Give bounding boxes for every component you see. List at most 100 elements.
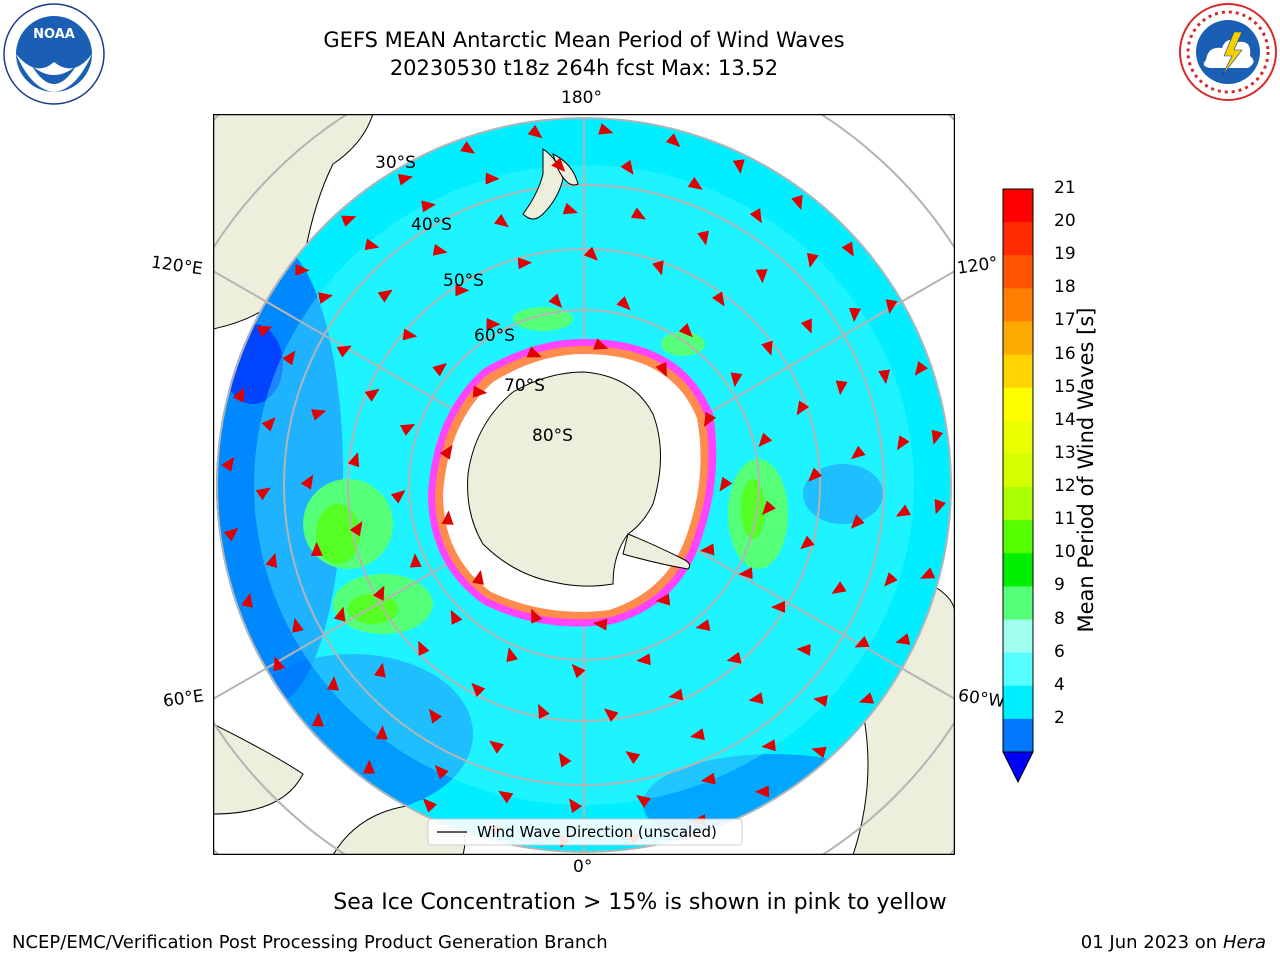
- wind-wave-arrow: [791, 194, 803, 211]
- wind-wave-arrow: [726, 651, 742, 664]
- legend-label: Wind Wave Direction (unscaled): [477, 823, 717, 841]
- wind-wave-arrow: [364, 388, 380, 402]
- wind-wave-arrow: [450, 609, 463, 626]
- colorbar-tick-label: 12: [1054, 476, 1076, 497]
- colorbar-extend-arrow: [1002, 751, 1034, 784]
- wind-wave-arrow: [755, 269, 768, 284]
- wind-wave-arrow: [526, 346, 542, 358]
- wind-wave-arrow: [498, 790, 514, 804]
- wind-wave-arrow: [471, 682, 486, 698]
- lon-label-120w: 120°: [955, 253, 1000, 279]
- colorbar-segment: [1003, 586, 1033, 621]
- colorbar-tick-label: 13: [1054, 442, 1076, 463]
- wind-wave-arrow: [678, 322, 693, 338]
- wind-wave-arrow: [665, 133, 681, 148]
- wind-wave-arrow: [223, 527, 239, 542]
- wind-wave-arrow: [700, 772, 716, 785]
- wind-wave-arrow: [311, 712, 324, 727]
- wind-wave-arrow: [796, 643, 811, 656]
- colorbar-segment: [1003, 553, 1033, 587]
- wind-wave-arrow: [374, 662, 386, 678]
- colorbar-segment: [1003, 387, 1033, 422]
- lat-label: 30°S: [375, 153, 416, 173]
- wind-wave-arrow: [571, 663, 586, 679]
- wind-wave-arrow: [232, 387, 245, 403]
- wind-wave-arrow: [934, 498, 946, 515]
- wind-wave-arrow: [506, 647, 519, 663]
- chart-subtitle: 20230530 t18z 264h fcst Max: 13.52: [389, 56, 779, 80]
- wind-wave-arrow: [341, 215, 357, 227]
- footer-credit: NCEP/EMC/Verification Post Processing Pr…: [12, 932, 608, 953]
- wind-wave-arrow: [517, 257, 533, 270]
- wind-wave-arrow: [668, 688, 684, 701]
- colorbar-segment: [1003, 453, 1033, 488]
- wind-wave-arrow: [700, 543, 715, 556]
- colorbar-segment: [1003, 520, 1033, 554]
- wind-wave-arrow: [761, 739, 776, 752]
- colorbar-segment: [1003, 685, 1033, 720]
- wind-wave-arrow: [931, 429, 944, 445]
- wind-wave-arrow: [732, 159, 745, 174]
- wind-wave-arrow: [730, 372, 743, 388]
- wind-wave-arrow: [460, 141, 476, 154]
- lat-label: 40°S: [411, 215, 452, 235]
- colorbar-tick-label: 11: [1054, 509, 1076, 530]
- wind-wave-arrow: [241, 592, 253, 608]
- wind-wave-arrow: [762, 500, 776, 515]
- wind-wave-arrow: [620, 159, 634, 175]
- wind-wave-arrow: [884, 572, 898, 587]
- wind-wave-arrow: [800, 318, 812, 334]
- wind-wave-arrow: [432, 243, 448, 256]
- colorbar-tick-label: 2: [1054, 707, 1065, 728]
- wind-wave-arrow: [282, 350, 296, 366]
- colorbar-tick-label: 8: [1054, 608, 1065, 629]
- wind-wave-arrow: [422, 798, 437, 813]
- wind-wave-arrow: [851, 445, 866, 460]
- wind-wave-arrow: [441, 510, 454, 525]
- wind-wave-arrow: [655, 593, 671, 606]
- wind-wave-arrow: [835, 380, 848, 396]
- wind-wave-arrow: [311, 409, 327, 421]
- wind-wave-arrow: [265, 552, 278, 569]
- wind-wave-arrow: [711, 291, 725, 307]
- lat-label: 60°S: [474, 326, 515, 346]
- wind-wave-arrow: [327, 676, 339, 691]
- svg-text:NOAA: NOAA: [33, 27, 75, 42]
- wind-wave-arrow: [439, 444, 453, 460]
- wind-wave-arrow: [489, 740, 504, 754]
- wind-wave-arrow: [625, 751, 641, 765]
- wind-wave-arrow: [630, 207, 647, 220]
- wind-wave-arrow: [390, 490, 406, 504]
- colorbar-tick-label: 20: [1054, 211, 1076, 232]
- wind-wave-arrow: [558, 752, 572, 768]
- lon-label-bottom: 0°: [573, 857, 593, 877]
- wind-wave-arrow: [841, 241, 854, 257]
- lon-label-60e: 60°E: [161, 686, 206, 712]
- polar-map: Wind Wave Direction (unscaled) 30°S 40°S…: [213, 114, 955, 855]
- wind-wave-arrow: [347, 452, 360, 468]
- wind-wave-arrow: [538, 703, 550, 720]
- colorbar-tick-label: 4: [1054, 674, 1065, 695]
- wind-wave-arrow: [636, 653, 651, 666]
- wind-wave-arrow: [255, 487, 271, 501]
- colorbar-segment: [1003, 288, 1033, 322]
- wind-wave-arrow: [616, 296, 631, 311]
- wind-wave-arrow: [292, 617, 304, 633]
- wind-wave-arrow: [399, 423, 416, 436]
- chart-title: GEFS MEAN Antarctic Mean Period of Wind …: [323, 28, 845, 52]
- wind-wave-arrow: [796, 400, 810, 416]
- footer-date: 01 Jun 2023 on Hera: [1081, 932, 1266, 953]
- nws-logo: [1179, 3, 1277, 101]
- wind-wave-arrow: [421, 200, 436, 213]
- wind-wave-arrow: [375, 725, 388, 740]
- wind-wave-arrow: [494, 213, 509, 228]
- colorbar-tick-label: 16: [1054, 343, 1076, 364]
- wind-wave-arrow: [854, 635, 870, 648]
- colorbar-segment: [1003, 619, 1033, 654]
- wind-wave-arrow: [409, 553, 422, 568]
- wind-wave-arrow: [428, 708, 443, 724]
- lat-label: 80°S: [532, 426, 573, 446]
- wind-wave-arrow: [472, 385, 488, 398]
- wind-wave-arrow: [859, 692, 875, 704]
- wind-wave-arrow: [831, 581, 847, 594]
